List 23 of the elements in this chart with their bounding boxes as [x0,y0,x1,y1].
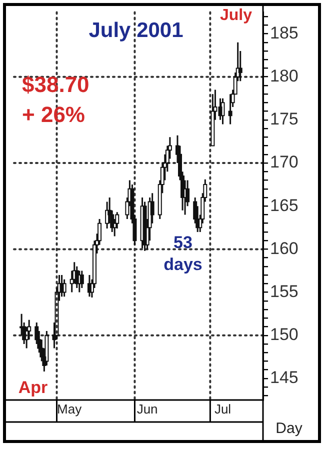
y-tick-label: 175 [270,110,298,129]
y-tick-label: 185 [270,23,298,42]
y-tick-label: 150 [270,325,298,344]
candlestick [220,98,225,125]
annotation: $38.70 [22,72,90,97]
x-tick-label: May [57,401,82,416]
y-tick-label: 155 [270,282,298,301]
y-tick-label: 170 [270,152,298,172]
annotation: + 26% [22,102,85,127]
y-tick-label: 160 [270,238,298,258]
candlestick [140,196,144,250]
y-tick-label: 180 [270,66,298,86]
annotation: 53 days [164,233,202,274]
candlestick [77,270,82,294]
chart-title: July 2001 [88,19,184,42]
x-axis-title: Day [276,420,303,437]
y-tick-label: 145 [270,368,298,388]
annotation: July [220,7,252,24]
x-tick-label: Jul [214,401,232,416]
x-tick-label: Jun [136,401,158,416]
candlestick [210,93,215,146]
annotation: Apr [18,378,48,397]
y-tick-label: 165 [270,196,298,215]
